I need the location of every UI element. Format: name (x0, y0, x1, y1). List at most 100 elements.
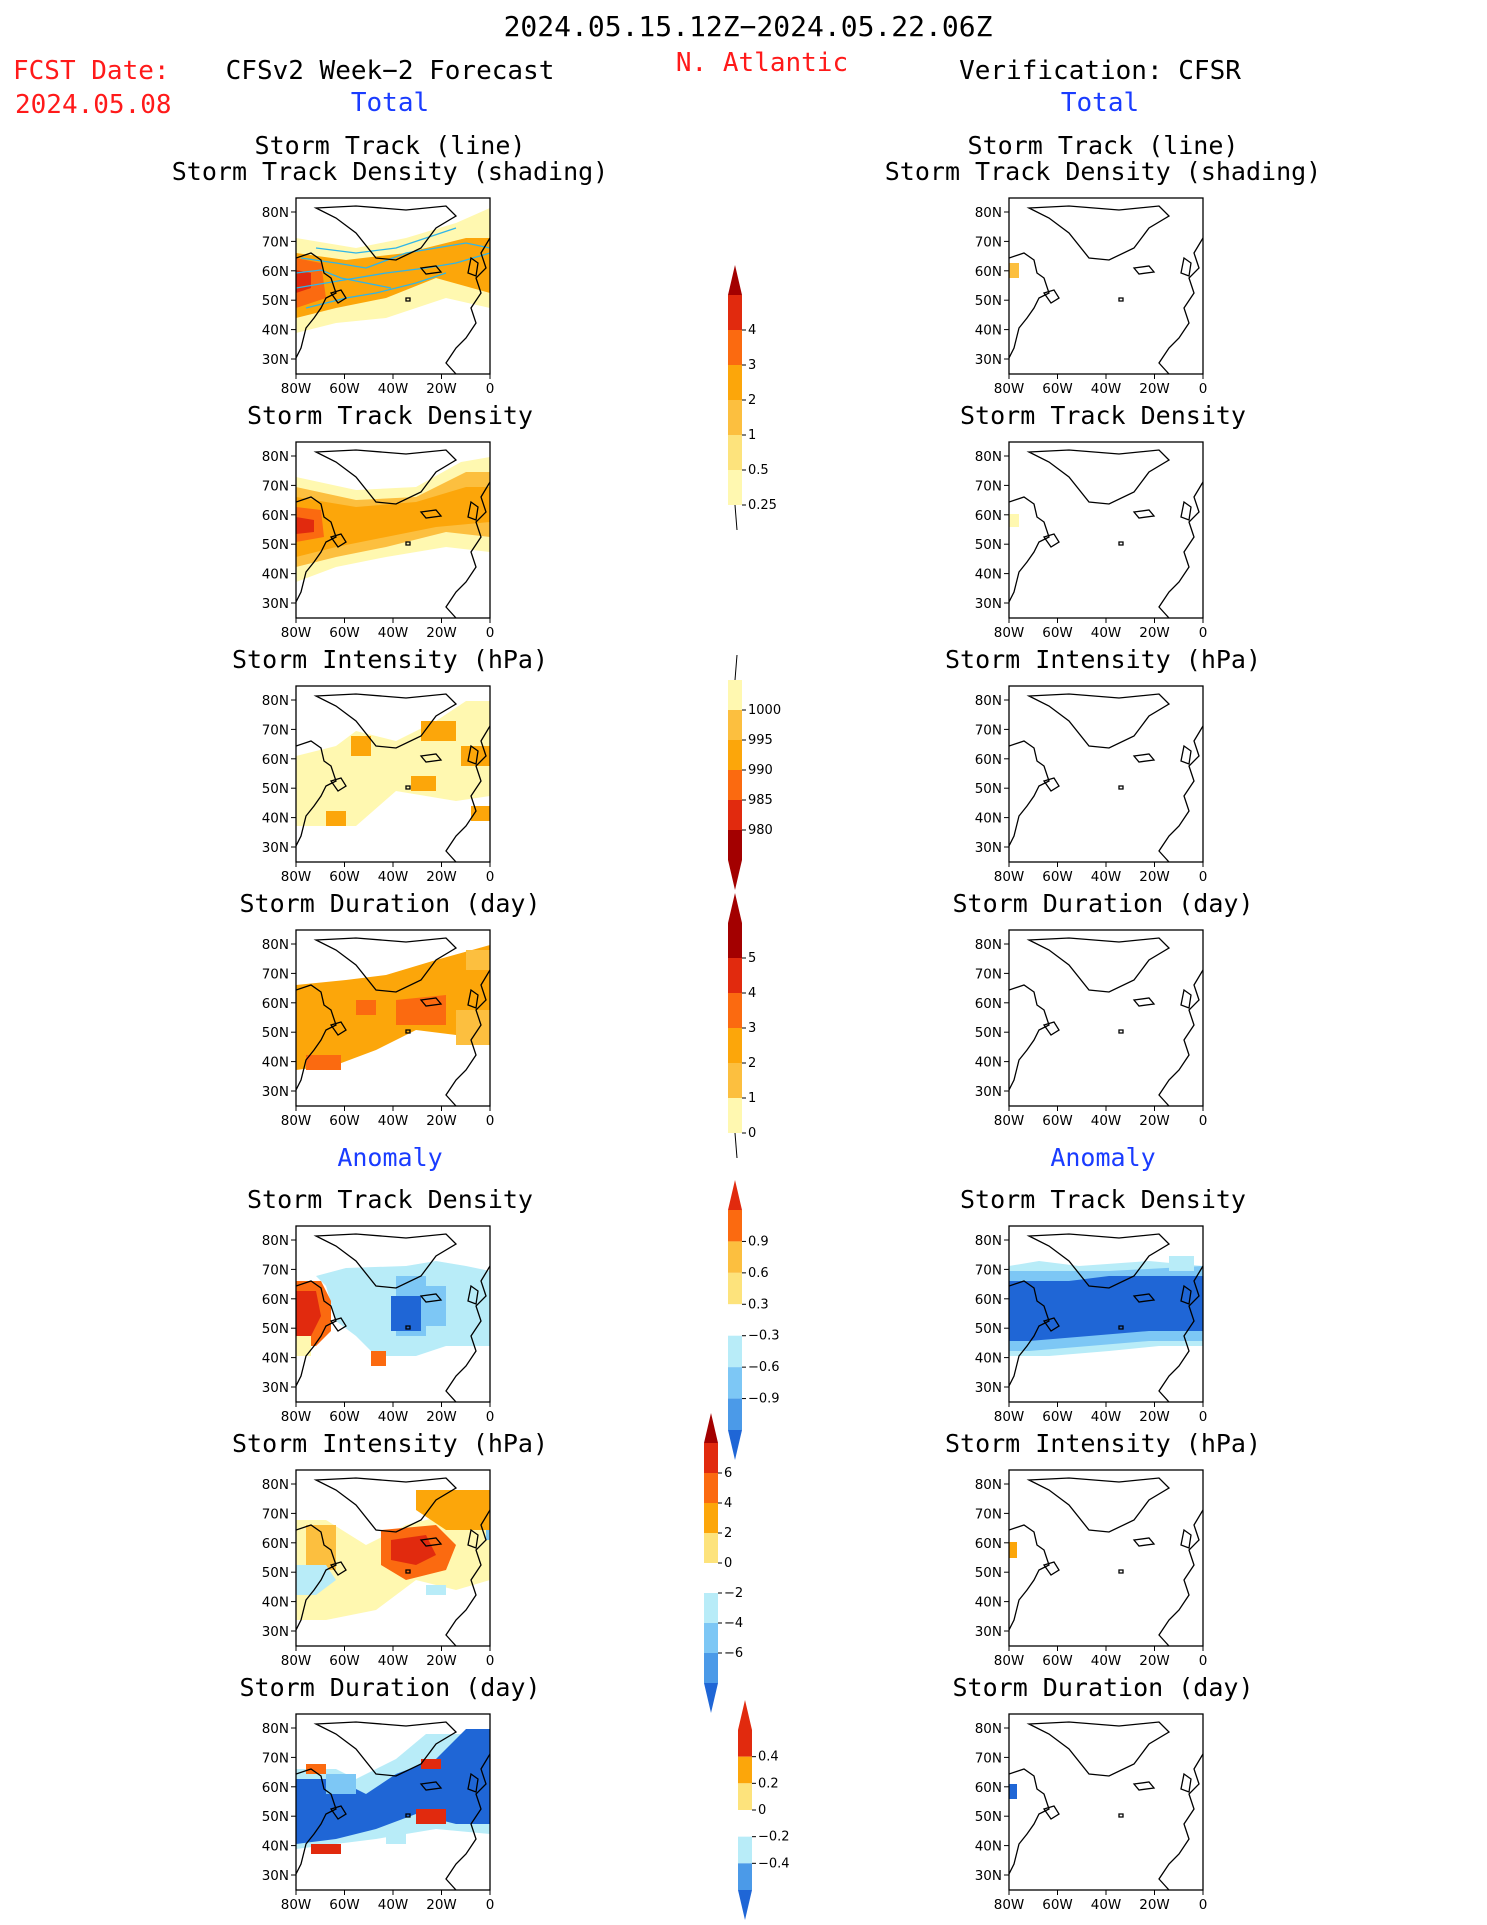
coastline (1180, 744, 1192, 765)
lon-tick-label: 20W (426, 1897, 457, 1913)
lon-tick-label: 40W (378, 869, 409, 885)
panel-forecast-track-density: 80N 70N 60N 50N 40N 30N 80W 60W 40W 20W 0 (251, 432, 505, 652)
coastline (1009, 984, 1050, 1091)
lat-tick-label: 60N (975, 1292, 1002, 1308)
colorbar-tick-label: 0.4 (758, 1750, 779, 1765)
coastline (445, 725, 490, 862)
panel-verification-track-density-lines: 80N 70N 60N 50N 40N 30N 80W 60W 40W 20W 0 (964, 188, 1218, 408)
lat-tick-label: 50N (975, 1321, 1002, 1337)
lon-tick-label: 80W (994, 381, 1025, 397)
lat-tick-label: 80N (975, 449, 1002, 465)
panel-forecast-track-density-lines: 80N 70N 60N 50N 40N 30N 80W 60W 40W 20W 0 (251, 188, 505, 408)
lat-tick-label: 80N (975, 1233, 1002, 1249)
lon-tick-label: 80W (994, 1409, 1025, 1425)
lat-tick-label: 30N (262, 596, 289, 612)
period-title: 2024.05.15.12Z−2024.05.22.06Z (503, 10, 993, 43)
panel-forecast-anomaly-duration: 80N 70N 60N 50N 40N 30N 80W 60W 40W 20W 0 (251, 1704, 505, 1924)
lat-tick-label: 70N (262, 234, 289, 250)
region-label: N. Atlantic (675, 48, 849, 78)
colorbar-tick-label: 0.3 (748, 1297, 769, 1312)
colorbar-tick-label: 0 (748, 1126, 756, 1141)
lon-tick-label: 60W (1042, 869, 1073, 885)
lat-tick-label: 60N (262, 1780, 289, 1796)
lat-tick-label: 80N (975, 1477, 1002, 1493)
coastline (467, 1772, 479, 1793)
colorbar-segment (728, 1241, 742, 1273)
coastline (1180, 1772, 1192, 1793)
coastline (1132, 753, 1156, 763)
colorbar-bottom-arrow (728, 1430, 742, 1460)
lat-tick-label: 50N (262, 1565, 289, 1581)
coastline (313, 693, 458, 749)
coastline (1180, 988, 1192, 1009)
lon-tick-label: 40W (378, 1897, 409, 1913)
colorbar-segment (728, 1398, 742, 1430)
lon-tick-label: 20W (426, 381, 457, 397)
coastline (467, 744, 479, 765)
colorbar-tick-label: 985 (748, 793, 773, 808)
lon-tick-label: 40W (1091, 1113, 1122, 1129)
lat-tick-label: 40N (262, 567, 289, 583)
shade-cell (296, 1291, 321, 1336)
colorbar-intensity: 1000 995 990 985 980 (728, 650, 798, 894)
lon-tick-label: 40W (378, 1653, 409, 1669)
colorbar-duration: 5 4 3 2 1 0 (728, 893, 798, 1167)
forecast-title: CFSv2 Week−2 Forecast (225, 56, 555, 86)
colorbar-segment (728, 770, 742, 800)
total-left-label: Total (350, 88, 430, 118)
colorbar-tick-label: 0 (758, 1803, 766, 1818)
shade-cell (411, 776, 436, 791)
coastline (1180, 500, 1192, 521)
lon-tick-label: 80W (281, 1409, 312, 1425)
lon-tick-label: 0 (1199, 1113, 1208, 1129)
colorbar-tick-label: 3 (748, 358, 756, 373)
colorbar-top-arrow (728, 1180, 742, 1210)
coastline (1009, 1768, 1050, 1875)
panel-verification-anomaly-intensity-svg: 80N 70N 60N 50N 40N 30N 80W 60W 40W 20W 0 (975, 1469, 1207, 1669)
lat-tick-label: 60N (262, 264, 289, 280)
anomaly-right-label: Anomaly (1050, 1143, 1156, 1172)
lat-tick-label: 40N (975, 567, 1002, 583)
colorbar-anom-duration: 0.4 0.2 0 −0.2 −0.4 (738, 1700, 808, 1924)
coastline (1158, 1753, 1203, 1890)
lon-tick-label: 60W (329, 1897, 360, 1913)
colorbar-segment (704, 1623, 718, 1653)
lon-tick-label: 80W (281, 1653, 312, 1669)
coastline (296, 740, 337, 847)
colorbar-segment (728, 710, 742, 740)
colorbar-segment (738, 1863, 752, 1890)
colorbar-tick-label: −0.6 (748, 1360, 780, 1375)
lon-tick-label: 80W (994, 1113, 1025, 1129)
colorbar-tick-label: 2 (724, 1526, 732, 1541)
panel-forecast-track-density-lines-svg: 80N 70N 60N 50N 40N 30N 80W 60W 40W 20W 0 (262, 197, 494, 397)
left-title-track-shading: Storm Track Density (shading) (171, 157, 609, 186)
lat-tick-label: 50N (975, 1025, 1002, 1041)
colorbar-segment (728, 330, 742, 365)
coastline (329, 1561, 347, 1576)
lon-tick-label: 40W (1091, 1897, 1122, 1913)
lon-tick-label: 20W (426, 1113, 457, 1129)
shade-cell (426, 1286, 446, 1326)
lon-tick-label: 20W (426, 1653, 457, 1669)
panel-forecast-intensity-svg: 80N 70N 60N 50N 40N 30N 80W 60W 40W 20W 0 (262, 685, 494, 885)
coastline (1042, 1021, 1060, 1036)
lon-tick-label: 80W (281, 1897, 312, 1913)
panel-verification-anomaly-density-svg: 80N 70N 60N 50N 40N 30N 80W 60W 40W 20W 0 (975, 1225, 1207, 1425)
coastline (1042, 777, 1060, 792)
lon-tick-label: 80W (281, 1113, 312, 1129)
colorbar-tick-label: 3 (748, 1021, 756, 1036)
panel-forecast-duration-svg: 80N 70N 60N 50N 40N 30N 80W 60W 40W 20W 0 (262, 929, 494, 1129)
lat-tick-label: 80N (262, 449, 289, 465)
shade-cell (296, 945, 490, 1070)
right-title-anom-density: Storm Track Density (960, 1185, 1246, 1214)
colorbar-segment (728, 1210, 742, 1242)
panel-forecast-anomaly-intensity: 80N 70N 60N 50N 40N 30N 80W 60W 40W 20W 0 (251, 1460, 505, 1680)
colorbar-segment (728, 1028, 742, 1063)
shade-cell (421, 721, 456, 741)
colorbar-bottom-arrow (704, 1683, 718, 1713)
anomaly-left-label: Anomaly (337, 1143, 443, 1172)
coastline (1042, 289, 1060, 304)
right-title-anom-intensity: Storm Intensity (hPa) (944, 1429, 1262, 1458)
storm-track-line (305, 272, 447, 309)
colorbar-tick-label: 0.2 (758, 1776, 779, 1791)
